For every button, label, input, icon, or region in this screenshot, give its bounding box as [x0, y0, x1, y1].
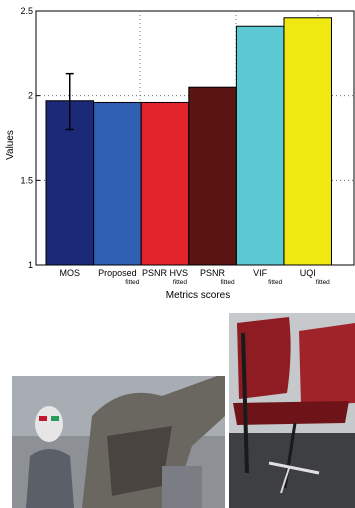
x-tick-subscript: fitted [268, 279, 282, 286]
x-tick-label: VIF [253, 268, 268, 278]
y-ticks: 1 1.5 2 2.5 [20, 6, 40, 270]
x-tick-subscript: fitted [173, 279, 187, 286]
bar-proposed [93, 101, 142, 266]
y-tick-label: 2.5 [20, 6, 33, 16]
bar-vif [235, 25, 285, 266]
chair-scene-image [229, 313, 355, 508]
x-axis-label: Metrics scores [166, 290, 230, 300]
photo-left-scene [12, 376, 225, 508]
y-tick-label: 1 [28, 260, 33, 270]
x-tick-label: MOS [59, 268, 80, 278]
y-tick-label: 2 [28, 91, 33, 101]
x-tick-label: PSNR HVS [142, 268, 188, 278]
mannequin-scene-image [12, 376, 225, 508]
x-tick-label: UQI [300, 268, 316, 278]
x-tick-subscript: fitted [125, 279, 139, 286]
bars [45, 17, 332, 266]
photo-right-scene [229, 313, 355, 508]
error-bars [65, 72, 74, 131]
x-tick-label: PSNR [200, 268, 226, 278]
y-axis-label: Values [5, 130, 16, 160]
bar-uqi [283, 17, 332, 266]
bar-psnr-hvs [140, 101, 190, 266]
x-tick-subscript: fitted [221, 279, 235, 286]
x-tick-label: Proposed [98, 268, 137, 278]
x-tick-subscript: fitted [316, 279, 330, 286]
y-tick-label: 1.5 [20, 175, 33, 185]
bar-psnr [188, 86, 237, 266]
